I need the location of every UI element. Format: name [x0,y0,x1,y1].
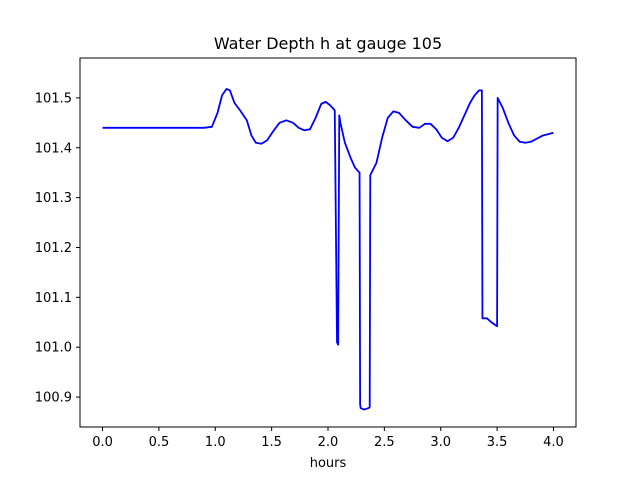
x-axis-ticks: 0.0 0.5 1.0 1.5 2.0 2.5 3.0 3.5 4.0 [92,427,564,450]
x-tick-label: 2.5 [374,435,395,450]
y-tick-label: 101.1 [35,291,72,306]
chart-title: Water Depth h at gauge 105 [214,34,442,53]
series-line-0 [102,88,554,411]
y-tick-label: 101.0 [35,341,72,356]
y-axis-ticks: 100.9 101.0 101.1 101.2 101.3 101.4 101.5 [35,91,80,406]
x-tick-label: 4.0 [543,435,564,450]
x-tick-label: 3.0 [430,435,451,450]
y-tick-label: 101.3 [35,191,72,206]
x-axis-label: hours [310,456,347,471]
x-tick-label: 0.0 [92,435,113,450]
y-tick-label: 101.4 [35,141,72,156]
y-tick-label: 100.9 [35,391,72,406]
x-tick-label: 1.5 [261,435,282,450]
y-tick-label: 101.5 [35,91,72,106]
y-tick-label: 101.2 [35,241,72,256]
plot-frame [79,57,577,428]
x-tick-label: 3.5 [487,435,508,450]
x-tick-label: 1.0 [205,435,226,450]
x-tick-label: 2.0 [318,435,339,450]
plot-layer [102,88,554,411]
x-tick-label: 0.5 [149,435,170,450]
